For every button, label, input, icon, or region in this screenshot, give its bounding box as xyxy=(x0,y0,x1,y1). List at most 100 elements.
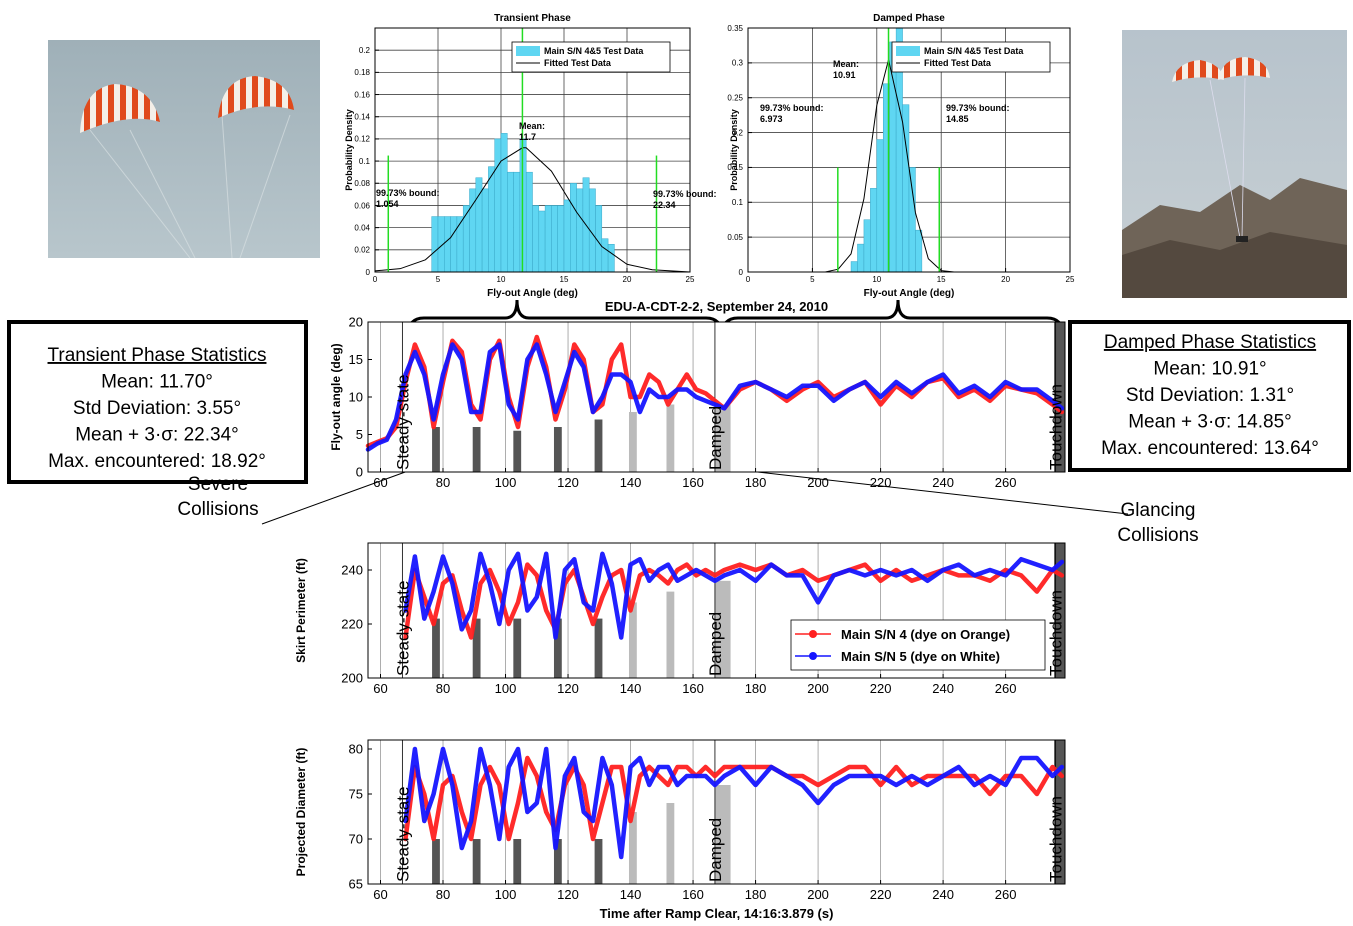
x-tick-label: 10 xyxy=(497,275,506,284)
callout-arrow xyxy=(261,463,430,525)
chart-title: Transient Phase xyxy=(494,13,571,24)
y-tick-label: 0.08 xyxy=(354,179,370,188)
event-label: Damped xyxy=(706,406,725,470)
collision-band xyxy=(472,427,481,472)
x-tick-label: 140 xyxy=(620,887,642,902)
collision-band xyxy=(594,839,603,884)
x-tick-label: 100 xyxy=(495,681,517,696)
stats-box xyxy=(1068,320,1351,472)
stats-title: Damped Phase Statistics xyxy=(1104,332,1316,353)
annotation-label: 99.73% bound: xyxy=(760,103,824,113)
x-tick-label: 220 xyxy=(870,887,892,902)
x-tick-label: 240 xyxy=(932,887,954,902)
series-line xyxy=(403,551,1065,640)
collision-band xyxy=(553,618,562,678)
x-tick-label: 10 xyxy=(872,275,881,284)
event-label: Touchdown xyxy=(1047,796,1066,882)
x-tick-label: 60 xyxy=(373,887,387,902)
y-tick-label: 15 xyxy=(349,352,363,367)
axes-frame xyxy=(374,27,691,273)
collision-band xyxy=(594,419,603,472)
x-tick-label: 15 xyxy=(560,275,569,284)
hist-bar xyxy=(538,210,546,273)
fit-curve xyxy=(374,147,691,273)
y-tick-label: 220 xyxy=(341,617,363,632)
x-tick-label: 80 xyxy=(436,681,450,696)
y-tick-label: 0.2 xyxy=(732,128,744,137)
x-tick-label: 200 xyxy=(807,475,829,490)
hist-bar xyxy=(544,205,552,273)
collision-band xyxy=(628,812,637,884)
chart: 60 80 100 120 140 160 180 200 220 240 260 0 5 10 15 20 S… xyxy=(329,299,1066,490)
annotation-value: 10.91 xyxy=(833,70,856,80)
y-tick-label: 0 xyxy=(356,465,363,480)
hist-bar xyxy=(525,171,533,273)
annotation-value: 22.34 xyxy=(653,200,676,210)
collision-band xyxy=(432,427,440,472)
y-axis-label: Probability Density xyxy=(729,109,739,191)
bracket xyxy=(406,299,724,337)
axes-frame xyxy=(367,321,1066,473)
bracket xyxy=(720,299,1065,337)
event-label: Steady-state xyxy=(393,787,412,882)
hist-bar xyxy=(915,229,923,273)
y-tick-label: 0.15 xyxy=(727,163,743,172)
event-label: Steady-state xyxy=(393,581,412,676)
hist-bar xyxy=(557,205,565,273)
y-tick-label: 200 xyxy=(341,671,363,686)
annotation-label: 99.73% bound: xyxy=(376,188,440,198)
y-tick-label: 80 xyxy=(349,742,363,757)
collision-band xyxy=(513,430,522,472)
y-tick-label: 0.04 xyxy=(354,223,370,232)
y-tick-label: 0.2 xyxy=(359,46,371,55)
y-tick-label: 20 xyxy=(349,315,363,330)
x-tick-label: 80 xyxy=(436,475,450,490)
hist-bar xyxy=(850,261,858,273)
hist-bar xyxy=(513,171,521,273)
hist-bar xyxy=(908,167,916,273)
hist-bar xyxy=(551,205,558,273)
hist-bar xyxy=(456,216,464,273)
y-tick-label: 70 xyxy=(349,832,363,847)
legend-label: Main S/N 4 (dye on Orange) xyxy=(841,627,1010,642)
hist-bar xyxy=(857,243,865,273)
hist-bar xyxy=(563,199,571,273)
y-tick-label: 0.25 xyxy=(727,94,743,103)
y-tick-label: 0.14 xyxy=(354,113,370,122)
chart: 0 5 10 15 20 25 0 0.05 0.1 0.15 0.2 0.25 0.3 0.35 99.7… xyxy=(727,13,1075,299)
hist-bar xyxy=(870,188,878,273)
x-tick-label: 180 xyxy=(745,887,767,902)
y-tick-label: 0 xyxy=(739,268,744,277)
x-tick-label: 180 xyxy=(745,475,767,490)
x-tick-label: 220 xyxy=(870,475,892,490)
stats-line: Mean: 10.91° xyxy=(1153,359,1266,380)
chart: 60 80 100 120 140 160 180 200 220 240 260 65 70 75 80 S… xyxy=(294,739,1066,921)
hist-bar xyxy=(889,41,897,273)
x-axis-label: Fly-out Angle (deg) xyxy=(487,288,578,299)
annotation-value: 14.85 xyxy=(946,114,969,124)
stats-line: Mean + 3·σ: 14.85° xyxy=(1128,412,1292,433)
series-line xyxy=(403,746,1065,860)
x-tick-label: 240 xyxy=(932,681,954,696)
annotation-value: 1.054 xyxy=(376,199,399,209)
y-tick-label: 0.05 xyxy=(727,233,743,242)
x-tick-label: 60 xyxy=(373,681,387,696)
y-axis-label: Projected Diameter (ft) xyxy=(294,748,308,877)
legend-box xyxy=(790,619,1046,671)
legend-swatch xyxy=(516,46,540,56)
collision-band xyxy=(666,591,675,678)
axes-frame xyxy=(367,542,1066,679)
y-tick-label: 0.06 xyxy=(354,201,370,210)
hist-bar xyxy=(481,188,489,273)
collision-band xyxy=(666,404,675,472)
axes-frame xyxy=(367,739,1066,885)
x-tick-label: 200 xyxy=(807,681,829,696)
x-tick-label: 0 xyxy=(373,275,378,284)
hist-bar xyxy=(532,205,540,273)
event-label: Steady-state xyxy=(393,375,412,470)
x-tick-label: 120 xyxy=(557,887,579,902)
series-line xyxy=(365,342,1065,452)
hist-bar xyxy=(607,244,615,273)
x-tick-label: 100 xyxy=(495,887,517,902)
x-tick-label: 120 xyxy=(557,475,579,490)
